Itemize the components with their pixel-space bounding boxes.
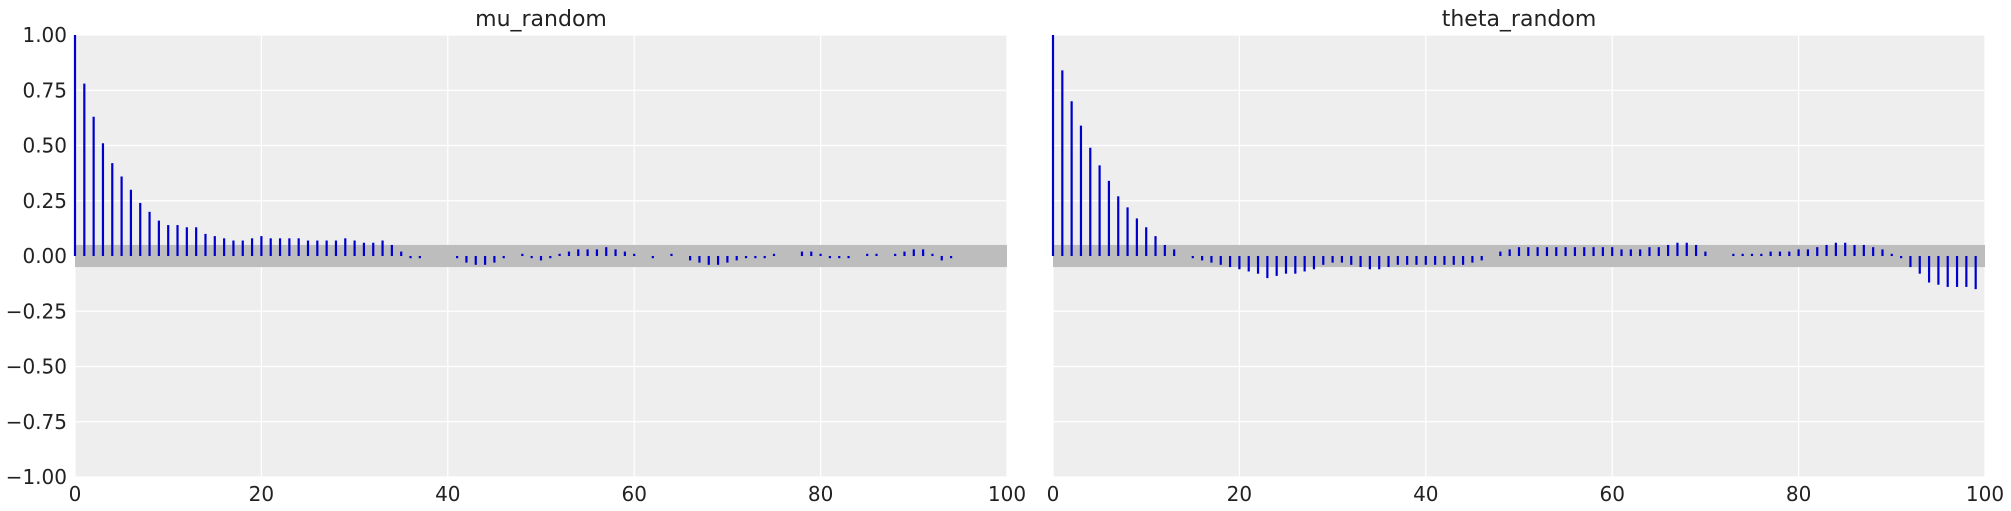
y-tick-label: 0.75	[22, 78, 67, 102]
x-tick-label: 20	[1227, 482, 1252, 506]
x-tick-label: 80	[1786, 482, 1811, 506]
y-tick-label: −1.00	[6, 465, 67, 489]
y-tick-label: −0.75	[6, 410, 67, 434]
y-tick-label: 1.00	[22, 23, 67, 47]
y-tick-label: 0.25	[22, 189, 67, 213]
x-tick-label: 60	[621, 482, 646, 506]
y-tick-label: −0.25	[6, 299, 67, 323]
x-tick-label: 0	[1047, 482, 1060, 506]
x-tick-label: 20	[249, 482, 274, 506]
chart-title: mu_random	[475, 7, 607, 32]
x-tick-label: 40	[435, 482, 460, 506]
y-tick-label: 0.00	[22, 244, 67, 268]
y-tick-label: −0.50	[6, 355, 67, 379]
x-tick-label: 40	[1413, 482, 1438, 506]
x-tick-label: 0	[69, 482, 82, 506]
x-tick-label: 60	[1599, 482, 1624, 506]
x-tick-label: 100	[988, 482, 1026, 506]
panel-mu-random: 0 20 40 60 80 100 −1.00 −0.75 −0.50 −0.25 0.00 0.25…	[6, 7, 1026, 506]
y-tick-label: 0.50	[22, 134, 67, 158]
x-tick-label: 80	[808, 482, 833, 506]
panel-theta-random: 0 20 40 60 80 100 theta_random	[1047, 7, 2004, 506]
x-tick-label: 100	[1966, 482, 2004, 506]
chart-title: theta_random	[1442, 7, 1597, 32]
